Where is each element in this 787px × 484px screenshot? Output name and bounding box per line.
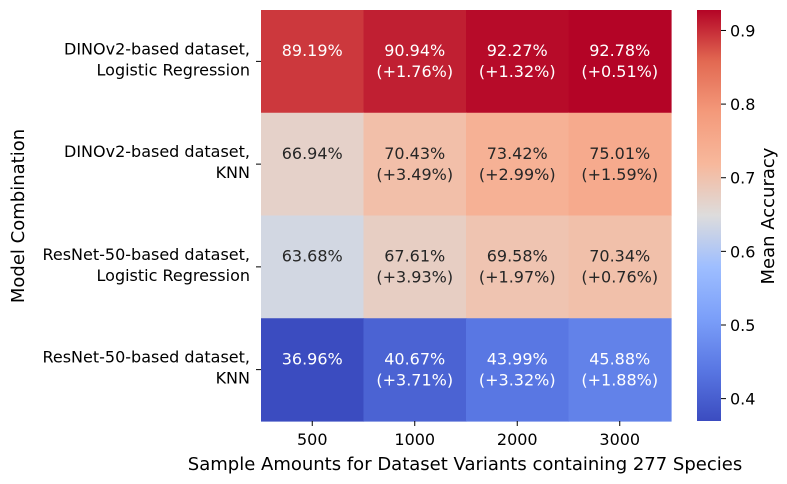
colorbar-tick-label: 0.4: [730, 390, 755, 409]
cell-delta: (+3.71%): [376, 370, 453, 389]
y-tick-label-line: KNN: [216, 369, 250, 388]
cell-value-label: 63.68%: [282, 247, 343, 266]
y-tick-label-line: ResNet-50-based dataset,: [42, 348, 250, 367]
cell-value: 90.94%: [384, 41, 445, 60]
cell-value: 67.61%: [384, 247, 445, 266]
heatmap-cell: [466, 112, 570, 217]
cell-value-label: 45.88% (+1.88%): [581, 349, 658, 389]
x-tick-label: 3000: [599, 430, 640, 449]
heatmap-cell: [568, 215, 672, 319]
cell-value-label: 73.42% (+2.99%): [479, 144, 556, 184]
cell-delta: (+0.76%): [581, 268, 658, 287]
heatmap-cell-labels: 89.19% 90.94% (+1.76%) 92.27% (+1.32%) 92.78%…: [282, 41, 658, 389]
cell-value: 36.96%: [282, 349, 343, 368]
cell-delta: (+1.88%): [581, 370, 658, 389]
colorbar-label: Mean Accuracy: [758, 147, 779, 284]
heatmap-cell: [261, 112, 365, 217]
heatmap-cell: [568, 318, 672, 422]
y-tick-label-line: DINOv2-based dataset,: [64, 142, 250, 161]
cell-value: 92.78%: [589, 41, 650, 60]
cell-value-label: 92.27% (+1.32%): [479, 41, 556, 81]
colorbar-tick-label: 0.8: [730, 95, 755, 114]
colorbar-gradient: [697, 10, 721, 421]
y-tick-label: DINOv2-based dataset, KNN: [64, 142, 250, 182]
colorbar-ticks: 0.4 0.5 0.6 0.7 0.8 0.9: [721, 21, 755, 409]
cell-value-label: 75.01% (+1.59%): [581, 144, 658, 184]
cell-value: 89.19%: [282, 41, 343, 60]
cell-value-label: 90.94% (+1.76%): [376, 41, 453, 81]
y-axis-label: Model Combination: [8, 129, 29, 303]
cell-delta: (+0.51%): [581, 62, 658, 81]
y-tick-label-line: Logistic Regression: [97, 266, 250, 285]
cell-value: 73.42%: [487, 144, 548, 163]
heatmap-cell: [261, 215, 365, 319]
cell-value: 70.43%: [384, 144, 445, 163]
colorbar-tick-label: 0.6: [730, 242, 755, 261]
y-tick-label: ResNet-50-based dataset, KNN: [42, 348, 250, 388]
cell-value-label: 36.96%: [282, 349, 343, 368]
cell-value-label: 40.67% (+3.71%): [376, 349, 453, 389]
cell-value-label: 92.78% (+0.51%): [581, 41, 658, 81]
y-tick-label: ResNet-50-based dataset, Logistic Regress…: [42, 245, 250, 285]
cell-value-label: 89.19%: [282, 41, 343, 60]
cell-value: 40.67%: [384, 349, 445, 368]
heatmap-cell: [363, 318, 467, 422]
heatmap-cell: [568, 112, 672, 217]
colorbar-tick-label: 0.5: [730, 316, 755, 335]
cell-value: 66.94%: [282, 144, 343, 163]
cell-value: 43.99%: [487, 349, 548, 368]
heatmap-cells: [261, 10, 672, 422]
y-tick-label-line: DINOv2-based dataset,: [64, 39, 250, 58]
cell-value: 75.01%: [589, 144, 650, 163]
heatmap-cell: [466, 215, 570, 319]
heatmap-cell: [363, 215, 467, 319]
x-axis: 500 1000 2000 3000: [297, 421, 640, 449]
cell-value: 63.68%: [282, 247, 343, 266]
cell-delta: (+3.32%): [479, 370, 556, 389]
heatmap-cell: [363, 10, 467, 114]
y-tick-label-line: Logistic Regression: [97, 60, 250, 79]
cell-value-label: 43.99% (+3.32%): [479, 349, 556, 389]
cell-value-label: 67.61% (+3.93%): [376, 247, 453, 287]
cell-value-label: 70.34% (+0.76%): [581, 247, 658, 287]
colorbar: 0.4 0.5 0.6 0.7 0.8 0.9 Mean Accuracy: [697, 10, 779, 421]
y-tick-label: DINOv2-based dataset, Logistic Regression: [64, 39, 250, 79]
heatmap-cell: [568, 10, 672, 114]
cell-value-label: 70.43% (+3.49%): [376, 144, 453, 184]
cell-delta: (+1.76%): [376, 62, 453, 81]
cell-value-label: 66.94%: [282, 144, 343, 163]
colorbar-tick-label: 0.7: [730, 169, 755, 188]
heatmap-cell: [261, 10, 365, 114]
x-tick-label: 1000: [394, 430, 435, 449]
cell-value: 45.88%: [589, 349, 650, 368]
cell-delta: (+1.32%): [479, 62, 556, 81]
x-axis-label: Sample Amounts for Dataset Variants cont…: [188, 454, 742, 475]
y-tick-label-line: KNN: [216, 163, 250, 182]
heatmap-cell: [466, 10, 570, 114]
cell-delta: (+1.97%): [479, 268, 556, 287]
cell-delta: (+1.59%): [581, 165, 658, 184]
y-axis: DINOv2-based dataset, Logistic Regression…: [42, 39, 261, 388]
cell-delta: (+2.99%): [479, 165, 556, 184]
x-tick-label: 2000: [497, 430, 538, 449]
y-tick-label-line: ResNet-50-based dataset,: [42, 245, 250, 264]
heatmap-cell: [466, 318, 570, 422]
heatmap-cell: [261, 318, 365, 422]
cell-delta: (+3.49%): [376, 165, 453, 184]
cell-value-label: 69.58% (+1.97%): [479, 247, 556, 287]
colorbar-tick-label: 0.9: [730, 21, 755, 40]
cell-value: 92.27%: [487, 41, 548, 60]
cell-value: 69.58%: [487, 247, 548, 266]
cell-delta: (+3.93%): [376, 268, 453, 287]
heatmap-cell: [363, 112, 467, 217]
x-tick-label: 500: [297, 430, 328, 449]
cell-value: 70.34%: [589, 247, 650, 266]
